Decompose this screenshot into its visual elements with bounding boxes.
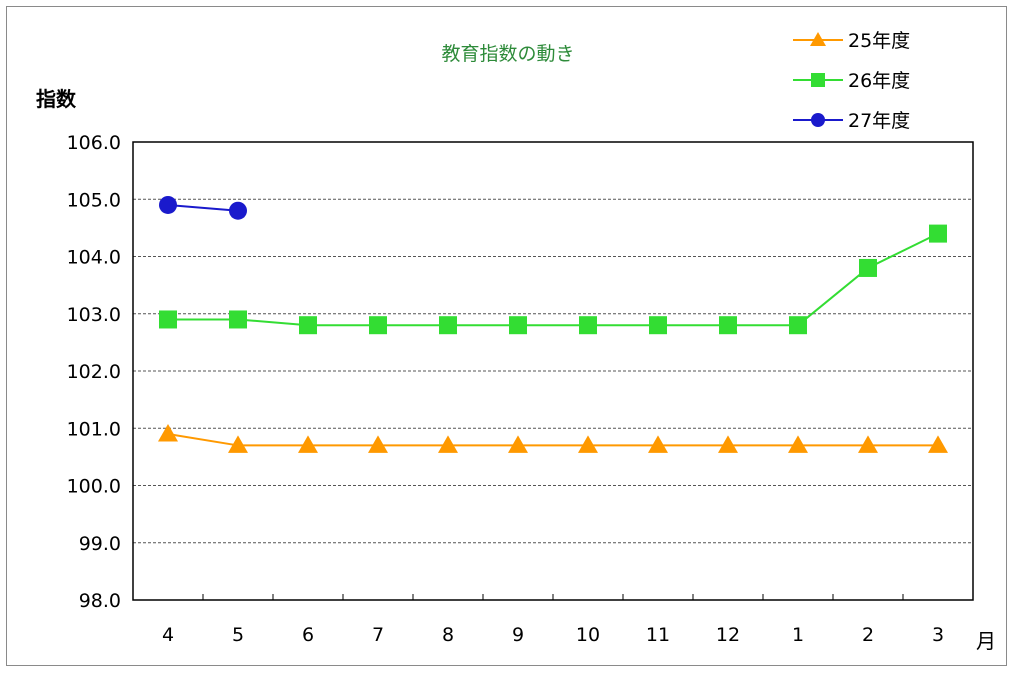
data-point (159, 195, 177, 214)
series-3 (159, 195, 247, 220)
legend-label: 25年度 (848, 30, 910, 52)
y-tick-label: 98.0 (79, 590, 121, 612)
data-point (438, 435, 458, 453)
y-tick-label: 105.0 (67, 189, 121, 211)
data-point (719, 316, 737, 335)
y-tick-label: 106.0 (67, 132, 121, 154)
x-tick-label: 8 (442, 624, 454, 646)
legend-marker (811, 73, 825, 87)
data-point (718, 435, 738, 453)
data-point (369, 316, 387, 335)
x-tick-label: 4 (162, 624, 174, 646)
y-tick-label: 99.0 (79, 533, 121, 555)
data-point (579, 316, 597, 335)
data-point (439, 316, 457, 335)
data-point (929, 224, 947, 243)
x-axis-unit-label: 月 (976, 629, 996, 653)
data-point (159, 310, 177, 329)
data-point (508, 435, 528, 453)
legend-label: 27年度 (848, 110, 910, 132)
data-point (509, 316, 527, 335)
series-1 (158, 423, 948, 453)
data-point (158, 423, 178, 442)
legend: 25年度 26年度 27年度 (793, 30, 910, 132)
legend-marker (811, 113, 825, 127)
data-point (648, 435, 668, 453)
legend-marker (810, 32, 826, 46)
x-tick-label: 2 (862, 624, 874, 646)
y-tick-label: 101.0 (67, 418, 121, 440)
x-tick-label: 11 (646, 624, 670, 646)
legend-entry: 26年度 (793, 70, 910, 92)
data-point (229, 201, 247, 220)
y-tick-label: 103.0 (67, 304, 121, 326)
data-point (299, 316, 317, 335)
y-axis-label: 指数 (36, 87, 77, 111)
chart-title: 教育指数の動き (441, 43, 574, 65)
legend-entry: 25年度 (793, 30, 910, 52)
y-tick-label: 102.0 (67, 361, 121, 383)
data-point (928, 435, 948, 453)
series-2 (159, 224, 947, 335)
x-tick-label: 6 (302, 624, 314, 646)
legend-label: 26年度 (848, 70, 910, 92)
series-line (168, 232, 939, 327)
data-point (649, 316, 667, 335)
series-layer (158, 195, 948, 453)
data-point (858, 435, 878, 453)
legend-entry: 27年度 (793, 110, 910, 132)
x-tick-label: 10 (576, 624, 600, 646)
y-axis-ticks: 98.0 99.0 100.0 101.0 102.0 103.0 104.0 105.0 10… (67, 132, 121, 612)
y-tick-label: 100.0 (67, 476, 121, 498)
x-axis-ticks: 4 5 6 7 8 9 10 11 12 1 2 3 (162, 594, 944, 646)
x-tick-label: 7 (372, 624, 384, 646)
chart-frame (6, 6, 1007, 666)
data-point (789, 316, 807, 335)
x-tick-label: 9 (512, 624, 524, 646)
data-point (859, 258, 877, 277)
data-point (298, 435, 318, 453)
grid-lines (133, 198, 973, 544)
data-point (578, 435, 598, 453)
data-point (228, 435, 248, 453)
series-line (167, 432, 938, 447)
data-point (229, 310, 247, 329)
x-tick-label: 12 (716, 624, 740, 646)
data-point (368, 435, 388, 453)
x-tick-label: 5 (232, 624, 244, 646)
series-line (167, 203, 239, 212)
x-tick-label: 1 (792, 624, 804, 646)
y-tick-label: 104.0 (67, 247, 121, 269)
x-tick-label: 3 (932, 624, 944, 646)
data-point (788, 435, 808, 453)
